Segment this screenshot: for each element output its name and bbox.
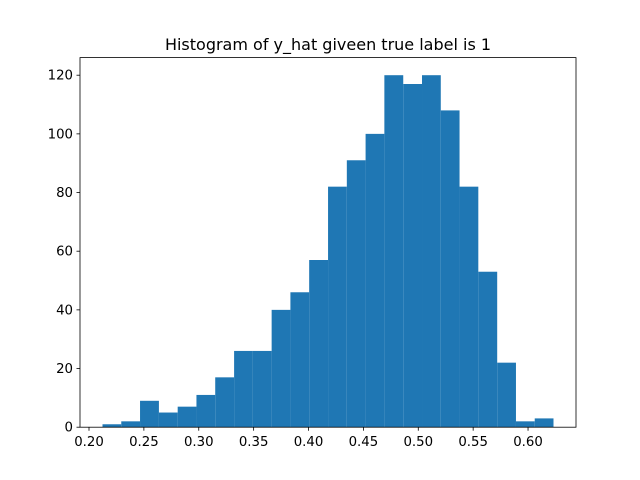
y-tick-label: 100 <box>48 127 73 142</box>
x-tick-label: 0.30 <box>184 435 214 450</box>
bar <box>196 394 216 428</box>
bar <box>478 271 498 428</box>
x-tick-label: 0.40 <box>294 435 324 450</box>
bar <box>384 75 404 428</box>
bar <box>252 350 272 428</box>
bar <box>346 160 366 428</box>
bar <box>459 186 479 428</box>
bar <box>534 418 554 428</box>
x-tick-label: 0.55 <box>458 435 488 450</box>
bar <box>422 75 441 428</box>
y-tick-label: 80 <box>56 186 73 201</box>
bar <box>309 260 329 428</box>
x-tick-label: 0.35 <box>239 435 269 450</box>
x-tick-label: 0.45 <box>349 435 379 450</box>
bar <box>328 186 347 428</box>
x-tick-label: 0.50 <box>403 435 433 450</box>
bar <box>497 362 516 428</box>
bar <box>271 309 291 428</box>
bar <box>177 406 197 428</box>
x-tick-label: 0.60 <box>513 435 543 450</box>
bar <box>440 110 460 428</box>
y-tick-label: 20 <box>56 362 73 377</box>
y-tick-label: 60 <box>56 245 73 260</box>
bar <box>515 421 535 428</box>
y-tick-label: 120 <box>48 69 73 84</box>
axes-frame <box>79 57 577 428</box>
bar <box>158 412 178 428</box>
bar <box>121 421 141 428</box>
x-tick-label: 0.25 <box>129 435 159 450</box>
y-tick-label: 40 <box>56 303 73 318</box>
x-tick-label: 0.20 <box>74 435 104 450</box>
y-tick-label: 0 <box>65 421 73 436</box>
bar <box>365 133 385 428</box>
bar <box>234 350 253 428</box>
bar <box>403 84 423 428</box>
chart-title: Histogram of y_hat giveen true label is … <box>165 35 491 55</box>
bar <box>102 424 122 428</box>
bar <box>215 377 235 428</box>
bar <box>290 292 310 428</box>
bar <box>140 400 159 428</box>
